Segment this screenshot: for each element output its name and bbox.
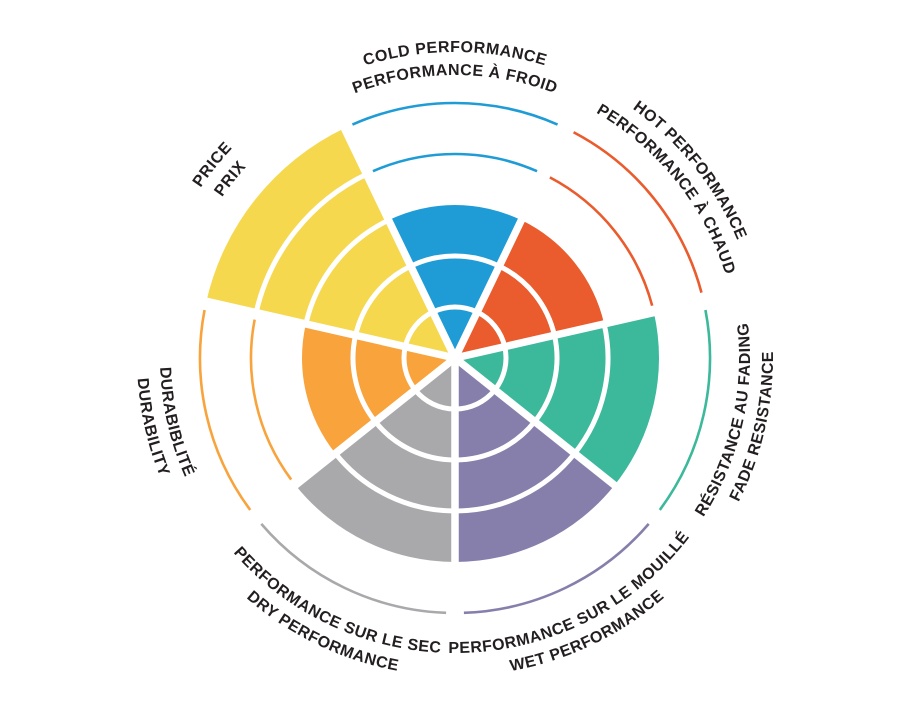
ring-divider-cold-performance-2: [409, 253, 501, 269]
segment-price: [206, 128, 455, 358]
ring-divider-fade-resistance-2: [532, 334, 560, 424]
ring-divider-wet-performance-3: [454, 451, 577, 514]
remaining-ring-arc-hot-performance-5: [572, 131, 703, 293]
segment-wet-performance: [454, 358, 650, 615]
ring-divider-fade-resistance-1: [492, 346, 509, 392]
remaining-ring-arc-hot-performance-4: [549, 176, 654, 307]
remaining-ring-arc-dry-performance-5: [260, 523, 447, 615]
ring-divider-dry-performance-2: [373, 420, 456, 463]
wedge-separator-0: [451, 122, 572, 360]
wedge-separator-4: [249, 355, 458, 524]
remaining-ring-arc-wet-performance-5: [463, 523, 650, 615]
ring-divider-cold-performance-1: [431, 304, 479, 315]
remaining-ring-arc-fade-resistance-5: [658, 309, 712, 511]
ring-divider-hot-performance-1: [475, 309, 508, 348]
segment-durability: [198, 309, 455, 511]
segment-hot-performance: [455, 131, 703, 358]
ring-divider-durability-1: [401, 346, 418, 392]
ring-divider-price-2: [353, 263, 412, 336]
label-cold-performance-fr-text: PERFORMANCE À FROID: [350, 62, 559, 97]
ring-divider-hot-performance-2: [498, 263, 557, 336]
label-hot-performance-en: HOT PERFORMANCE: [630, 98, 750, 242]
ring-divider-price-4: [253, 171, 368, 314]
ring-divider-price-1: [402, 309, 435, 348]
wedge-separator-6: [338, 122, 459, 360]
label-hot-performance-en-text: HOT PERFORMANCE: [630, 98, 749, 242]
wedge-dry-performance: [295, 358, 455, 562]
remaining-ring-arc-cold-performance-4: [372, 152, 538, 173]
remaining-ring-arc-cold-performance-5: [351, 101, 559, 126]
wedge-separator-1: [454, 296, 710, 362]
label-cold-performance-fr: PERFORMANCE À FROID: [350, 62, 559, 97]
ring-divider-durability-2: [350, 334, 378, 424]
segment-fade-resistance: [455, 309, 712, 511]
ring-divider-price-3: [303, 217, 390, 325]
ring-divider-wet-performance-2: [454, 420, 537, 463]
wedge-durability: [302, 323, 455, 454]
segment-cold-performance: [351, 101, 559, 358]
ring-divider-dry-performance-3: [333, 451, 456, 514]
segment-dry-performance: [260, 358, 456, 615]
ring-divider-wet-performance-1: [454, 388, 497, 412]
ring-divider-dry-performance-1: [413, 388, 456, 412]
wedge-separator-5: [200, 296, 456, 362]
wedge-wet-performance: [455, 358, 615, 562]
wedge-cold-performance: [388, 205, 522, 358]
wedge-separator-2: [452, 355, 661, 524]
wedge-price: [206, 128, 455, 358]
remaining-ring-arc-durability-4: [249, 319, 293, 481]
ring-divider-fade-resistance-3: [572, 323, 611, 455]
remaining-ring-arc-durability-5: [198, 309, 252, 511]
